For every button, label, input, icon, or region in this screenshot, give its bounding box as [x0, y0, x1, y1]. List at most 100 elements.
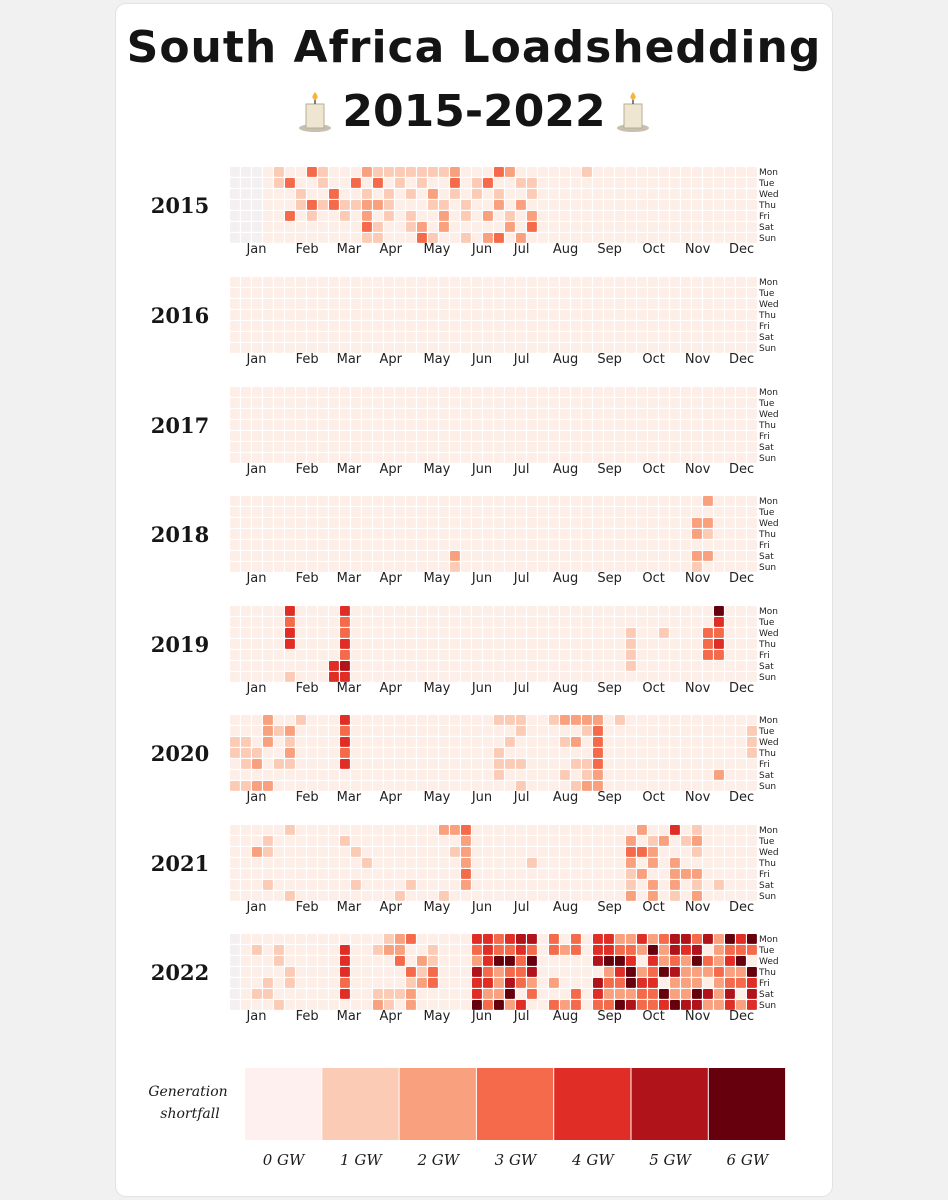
heatmap-cell: [626, 200, 636, 210]
legend-swatch: [322, 1068, 399, 1140]
heatmap-cell: [241, 288, 251, 298]
heatmap-cell: [516, 672, 526, 682]
heatmap-cell: [318, 672, 328, 682]
heatmap-cell: [637, 891, 647, 901]
heatmap-cell: [263, 540, 273, 550]
heatmap-cell: [483, 178, 493, 188]
heatmap-cell: [692, 233, 702, 243]
heatmap-cell: [692, 540, 702, 550]
heatmap-cell: [538, 551, 548, 561]
heatmap-cell: [450, 562, 460, 572]
heatmap-cell: [549, 409, 559, 419]
heatmap-cell: [406, 387, 416, 397]
heatmap-cell: [505, 496, 515, 506]
heatmap-cell: [428, 211, 438, 221]
heatmap-cell: [681, 967, 691, 977]
heatmap-cell: [637, 529, 647, 539]
heatmap-cell: [538, 299, 548, 309]
heatmap-cell: [285, 825, 295, 835]
heatmap-cell: [670, 748, 680, 758]
heatmap-cell: [439, 606, 449, 616]
heatmap-cell: [516, 233, 526, 243]
heatmap-cell: [483, 453, 493, 463]
heatmap-cell: [648, 858, 658, 868]
heatmap-cell: [318, 540, 328, 550]
heatmap-cell: [395, 628, 405, 638]
heatmap-cell: [703, 387, 713, 397]
heatmap-cell: [439, 387, 449, 397]
month-label: Sep: [597, 352, 622, 367]
heatmap-cell: [505, 310, 515, 320]
heatmap-cell: [725, 540, 735, 550]
heatmap-cell: [725, 858, 735, 868]
heatmap-cell: [296, 978, 306, 988]
heatmap-cell: [230, 453, 240, 463]
heatmap-cell: [571, 836, 581, 846]
heatmap-cell: [483, 825, 493, 835]
weekday-label: Sun: [759, 673, 776, 683]
heatmap-cell: [604, 989, 614, 999]
heatmap-cell: [285, 496, 295, 506]
heatmap-cell: [373, 496, 383, 506]
heatmap-cell: [362, 277, 372, 287]
month-label: Jun: [471, 790, 492, 805]
heatmap-cell: [582, 628, 592, 638]
heatmap-cell: [307, 310, 317, 320]
heatmap-cell: [747, 332, 757, 342]
heatmap-cell: [274, 650, 284, 660]
heatmap-cell: [340, 431, 350, 441]
heatmap-cell: [571, 409, 581, 419]
heatmap-cell: [362, 178, 372, 188]
month-label: Jul: [513, 242, 530, 257]
heatmap-cell: [351, 551, 361, 561]
heatmap-cell: [659, 847, 669, 857]
heatmap-cell: [516, 222, 526, 232]
heatmap-cell: [538, 628, 548, 638]
heatmap-cell: [461, 891, 471, 901]
weekday-label: Mon: [759, 388, 778, 398]
heatmap-cell: [703, 299, 713, 309]
heatmap-cell: [703, 551, 713, 561]
heatmap-cell: [516, 167, 526, 177]
month-label: Apr: [379, 242, 402, 257]
heatmap-cell: [230, 628, 240, 638]
heatmap-cell: [439, 661, 449, 671]
heatmap-cell: [461, 233, 471, 243]
heatmap-cell: [472, 661, 482, 671]
heatmap-cell: [406, 442, 416, 452]
heatmap-cell: [263, 1000, 273, 1010]
heatmap-cell: [626, 507, 636, 517]
heatmap-cell: [395, 562, 405, 572]
heatmap-cell: [340, 409, 350, 419]
heatmap-cell: [483, 1000, 493, 1010]
heatmap-cell: [626, 332, 636, 342]
heatmap-cell: [406, 277, 416, 287]
heatmap-cell: [549, 759, 559, 769]
heatmap-cell: [373, 606, 383, 616]
heatmap-cell: [659, 211, 669, 221]
heatmap-cell: [692, 189, 702, 199]
heatmap-cell: [351, 507, 361, 517]
heatmap-cell: [703, 211, 713, 221]
heatmap-cell: [593, 606, 603, 616]
heatmap-cell: [285, 529, 295, 539]
weekday-label: Sun: [759, 454, 776, 464]
heatmap-cell: [483, 420, 493, 430]
heatmap-cell: [681, 211, 691, 221]
heatmap-cell: [736, 540, 746, 550]
heatmap-cell: [329, 858, 339, 868]
heatmap-cell: [285, 321, 295, 331]
heatmap-cell: [241, 507, 251, 517]
heatmap-cell: [670, 189, 680, 199]
heatmap-cell: [296, 310, 306, 320]
heatmap-cell: [340, 507, 350, 517]
heatmap-cell: [285, 1000, 295, 1010]
heatmap-cell: [538, 167, 548, 177]
heatmap-cell: [681, 189, 691, 199]
heatmap-cell: [571, 737, 581, 747]
heatmap-cell: [472, 759, 482, 769]
heatmap-cell: [538, 200, 548, 210]
heatmap-cell: [747, 956, 757, 966]
heatmap-cell: [450, 617, 460, 627]
heatmap-cell: [670, 288, 680, 298]
